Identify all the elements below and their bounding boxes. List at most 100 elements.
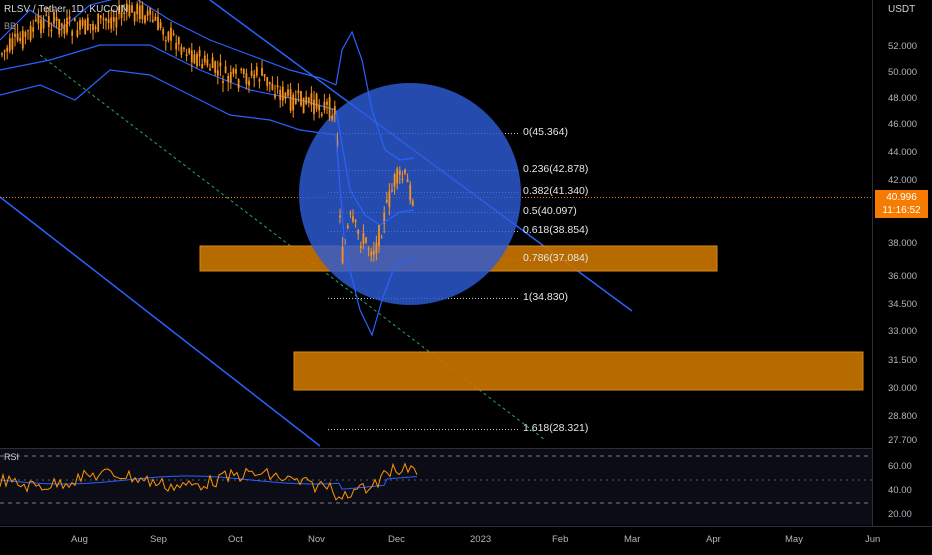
candle-body xyxy=(341,246,344,264)
price-tick-label: 42.000 xyxy=(888,175,918,186)
price-tick-label: 34.500 xyxy=(888,299,918,310)
price-tick-label: 31.500 xyxy=(888,355,918,366)
bb-upper xyxy=(0,0,337,86)
candle-body xyxy=(73,18,76,22)
candle-body xyxy=(112,17,115,22)
candle-body xyxy=(185,54,188,57)
lower-support-zone[interactable] xyxy=(293,351,864,391)
candle-body xyxy=(346,225,349,228)
candle-body xyxy=(198,49,201,57)
channel-lower-line[interactable] xyxy=(0,196,321,447)
candle-body xyxy=(188,48,191,54)
candle-body xyxy=(37,15,40,24)
candle-body xyxy=(16,33,19,41)
candle-body xyxy=(1,53,3,55)
candle-body xyxy=(336,140,339,147)
candle-body xyxy=(203,55,206,63)
candle-body xyxy=(97,13,100,32)
fib-level-label: 0.236(42.878) xyxy=(523,163,589,175)
candle-body xyxy=(183,47,185,49)
candle-body xyxy=(32,27,35,32)
candle-body xyxy=(29,25,32,40)
candle-body xyxy=(370,251,373,256)
candle-body xyxy=(162,29,165,35)
support-zones[interactable] xyxy=(199,245,864,391)
time-tick-label: Apr xyxy=(706,534,721,545)
candle-body xyxy=(354,219,357,222)
candle-body xyxy=(89,24,92,26)
candle-body xyxy=(190,50,193,63)
candle-body xyxy=(245,73,248,85)
candle-body xyxy=(58,18,61,35)
candle-body xyxy=(365,237,367,243)
candles xyxy=(1,0,300,118)
candle-body xyxy=(206,59,209,66)
candle-body xyxy=(216,70,219,76)
candle-body xyxy=(391,189,393,192)
rsi-indicator-label[interactable]: RSI xyxy=(4,452,20,462)
candle-body xyxy=(328,97,331,118)
bb-upper-2 xyxy=(335,30,415,161)
candle-body xyxy=(138,5,141,20)
candle-body xyxy=(86,17,89,30)
time-tick-label: Dec xyxy=(388,534,405,545)
candle-body xyxy=(266,77,269,86)
candle-body xyxy=(8,38,11,52)
candle-body xyxy=(177,37,180,45)
candle-body xyxy=(209,68,211,71)
candle-body xyxy=(131,5,133,13)
bb-lower-2 xyxy=(335,134,415,337)
candle-body xyxy=(214,61,217,73)
candle-body xyxy=(79,20,81,30)
candle-body xyxy=(281,86,284,101)
price-tick-label: 44.000 xyxy=(888,147,918,158)
bb-indicator-label[interactable]: BB xyxy=(4,21,17,31)
symbol-legend[interactable]: RLSV / Tether, 1D, KUCOIN xyxy=(4,4,129,15)
candle-body xyxy=(372,250,375,255)
candle-body xyxy=(401,178,404,180)
candle-body xyxy=(201,63,204,69)
candle-body xyxy=(219,62,222,67)
candle-body xyxy=(406,179,409,183)
candle-body xyxy=(294,98,297,104)
bar-countdown: 11:16:52 xyxy=(882,205,921,216)
candle-body xyxy=(339,215,341,218)
candle-body xyxy=(310,93,313,105)
bb-lower xyxy=(0,69,337,136)
candle-body xyxy=(170,27,172,41)
fib-level-label: 0.5(40.097) xyxy=(523,205,577,217)
candle-body xyxy=(318,104,321,111)
candle-body xyxy=(313,99,315,114)
candle-body xyxy=(250,70,253,76)
candle-body xyxy=(276,85,279,88)
fib-level-label: 0(45.364) xyxy=(523,126,568,138)
candle-body xyxy=(211,57,214,69)
time-tick-label: Mar xyxy=(624,534,641,545)
candle-body xyxy=(159,22,162,28)
price-tick-label: 36.000 xyxy=(888,271,918,282)
candle-body xyxy=(367,248,370,250)
candle-body xyxy=(47,16,50,27)
candle-body xyxy=(53,12,55,24)
candle-body xyxy=(40,19,42,34)
price-tick-label: 28.800 xyxy=(888,411,918,422)
candles-over-circle xyxy=(300,86,414,265)
price-tick-label: 48.000 xyxy=(888,93,918,104)
candle-body xyxy=(6,47,9,52)
candle-body xyxy=(123,12,126,14)
price-tick-label: 27.700 xyxy=(888,435,918,446)
candle-body xyxy=(258,79,261,82)
rsi-tick-label: 20.00 xyxy=(888,509,912,520)
candle-body xyxy=(84,20,87,35)
rsi-line xyxy=(0,462,418,501)
bb-basis-2 xyxy=(335,109,415,226)
candle-body xyxy=(175,42,178,50)
time-tick-label: Nov xyxy=(308,534,325,545)
candle-body xyxy=(229,72,232,82)
candle-body xyxy=(34,19,37,22)
candle-body xyxy=(27,30,29,32)
candle-body xyxy=(24,31,27,37)
candle-body xyxy=(19,38,22,41)
